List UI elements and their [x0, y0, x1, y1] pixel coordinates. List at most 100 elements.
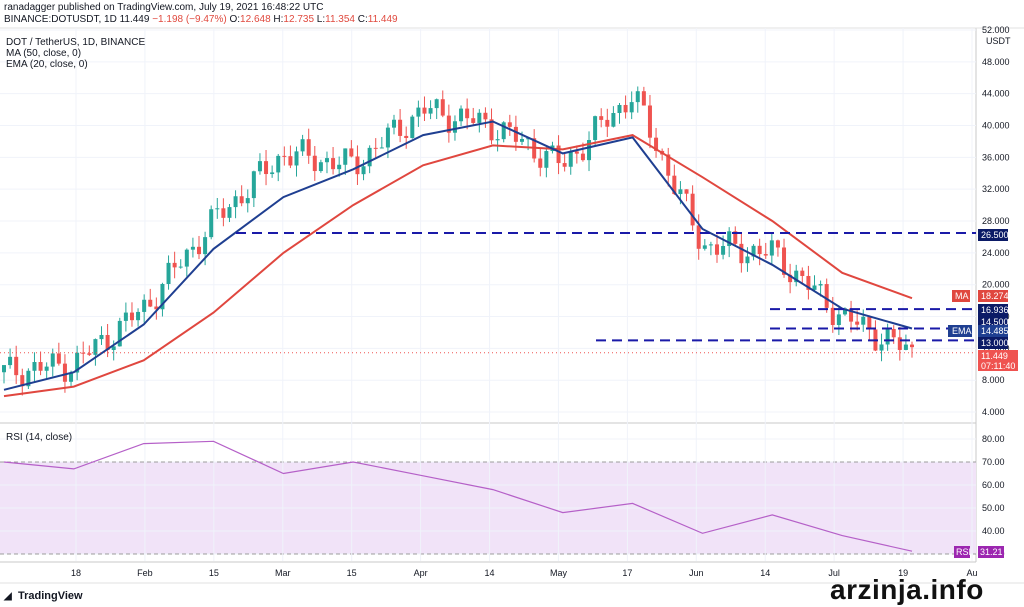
candle-body [794, 270, 799, 283]
candle-body [264, 161, 269, 175]
svg-text:RSI: RSI [956, 547, 971, 557]
candle-body [855, 321, 860, 325]
candle-body [617, 104, 622, 114]
tag-ma: MA 18.274 [952, 290, 1009, 302]
candle-body [836, 314, 841, 325]
rsi-tick-label: 40.00 [982, 526, 1005, 536]
open-value: 12.648 [240, 14, 271, 25]
candle-body [842, 308, 847, 315]
candle-body [227, 207, 232, 218]
x-tick-label: Jul [828, 568, 840, 578]
candle-body [270, 172, 275, 175]
candle-body [757, 245, 762, 255]
x-tick-label: 17 [622, 568, 632, 578]
candle-body [300, 139, 305, 152]
candle-body [666, 154, 671, 176]
candle-body [593, 116, 598, 141]
ma-legend: MA (50, close, 0) [6, 48, 82, 59]
high-label: H: [273, 14, 284, 25]
rsi-legend: RSI (14, close) [6, 432, 73, 443]
symbol-ohlc-line: BINANCE:DOTUSDT, 1D 11.449 −1.198 (−9.47… [4, 14, 398, 26]
candle-body [129, 312, 134, 321]
candle-body [459, 108, 464, 122]
candle-body [501, 122, 506, 140]
main-pane[interactable] [0, 28, 976, 423]
candle-body [75, 352, 80, 373]
candle-body [635, 91, 640, 103]
candle-body [745, 256, 750, 264]
candle-body [8, 356, 13, 366]
y-tick-label: 28.000 [982, 216, 1010, 226]
tradingview-logo[interactable]: ◢ TradingView [4, 590, 83, 602]
candle-body [318, 162, 323, 172]
candle-body [733, 231, 738, 244]
candle-body [562, 163, 567, 167]
candle-body [209, 209, 214, 238]
candle-body [910, 344, 914, 348]
candle-body [245, 198, 250, 204]
candle-body [830, 307, 835, 325]
candle-body [56, 353, 61, 364]
candle-body [903, 344, 908, 350]
y-tick-label: 48.000 [982, 57, 1010, 67]
candle-body [580, 153, 585, 161]
candle-body [672, 175, 677, 195]
y-tick-label: 4.000 [982, 407, 1005, 417]
candle-body [178, 266, 183, 268]
candle-body [544, 151, 549, 168]
candle-body [172, 262, 177, 268]
candle-body [513, 126, 518, 142]
candle-body [154, 306, 159, 310]
y-tick-label: 24.000 [982, 248, 1010, 258]
x-tick-label: 14 [760, 568, 770, 578]
x-tick-label: Au [966, 568, 977, 578]
x-tick-label: 15 [347, 568, 357, 578]
svg-text:18.274: 18.274 [981, 291, 1009, 301]
candle-body [20, 375, 25, 387]
candle-body [385, 127, 390, 148]
candle-body [556, 145, 561, 164]
candle-body [654, 137, 659, 151]
candle-body [824, 284, 829, 308]
y-tick-label: 32.000 [982, 184, 1010, 194]
candle-body [2, 365, 6, 373]
tag-26-5: 26.500 [978, 229, 1009, 241]
candle-body [410, 116, 415, 139]
ma-line [3, 134, 913, 398]
candle-body [276, 155, 281, 173]
candle-body [111, 346, 116, 350]
rsi-line [3, 440, 913, 552]
candle-body [197, 246, 202, 255]
candle-body [251, 171, 256, 199]
x-tick-label: Jun [689, 568, 704, 578]
currency-label: USDT [986, 36, 1011, 46]
candle-body [483, 112, 488, 120]
candle-body [678, 189, 683, 195]
svg-text:07:11:40: 07:11:40 [981, 361, 1015, 371]
candle-body [44, 366, 49, 371]
candle-body [495, 139, 500, 141]
rsi-tick-label: 60.00 [982, 480, 1005, 490]
candle-body [849, 308, 854, 322]
candle-body [434, 99, 439, 109]
candle-body [727, 231, 732, 247]
candle-body [239, 196, 244, 204]
svg-text:EMA: EMA [952, 326, 972, 336]
candle-body [203, 237, 208, 255]
candle-body [32, 362, 37, 371]
candle-body [398, 119, 403, 136]
candle-body [861, 316, 866, 325]
y-tick-label: 44.000 [982, 89, 1010, 99]
candle-body [288, 156, 293, 166]
candle-body [623, 104, 628, 113]
candle-body [897, 337, 902, 350]
candle-body [818, 284, 823, 286]
candle-body [26, 370, 31, 387]
ema-line [3, 120, 913, 391]
candle-body [568, 151, 573, 167]
candle-body [867, 316, 872, 330]
candle-body [879, 344, 884, 351]
candle-body [14, 356, 19, 376]
candle-body [343, 148, 348, 165]
